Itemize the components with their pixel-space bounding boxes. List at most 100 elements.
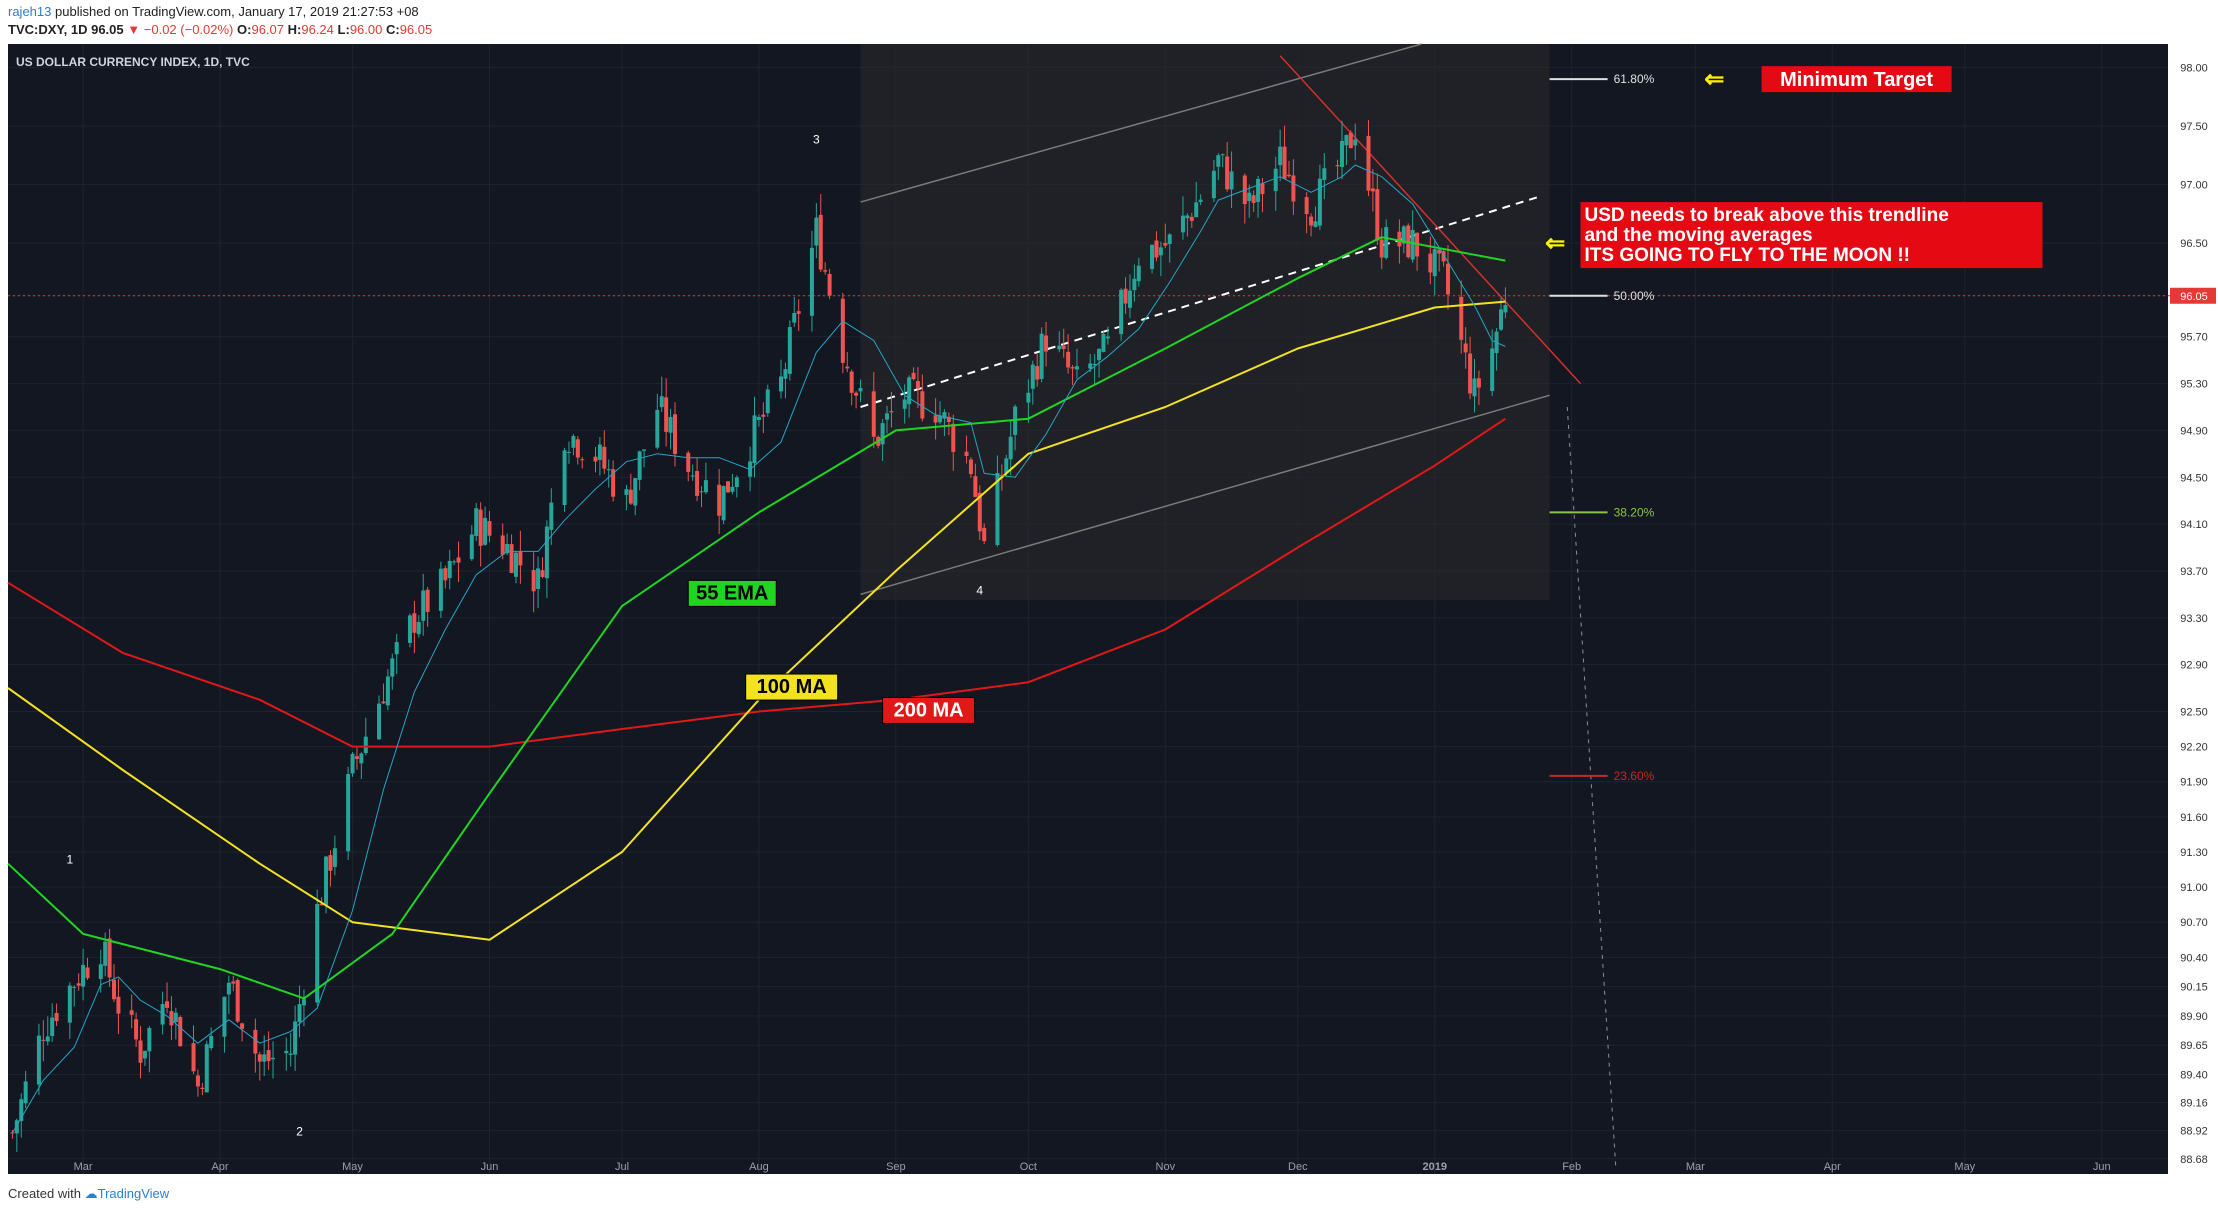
candle-body: [814, 217, 819, 246]
candle-body: [85, 967, 90, 979]
candle-body: [1291, 175, 1296, 202]
candle-body: [938, 415, 943, 423]
candle-body: [103, 941, 108, 966]
candle-body: [1211, 170, 1216, 199]
candle-body: [421, 590, 426, 621]
candle-body: [1163, 242, 1168, 246]
candle-body: [642, 449, 647, 451]
x-tick-label: Jul: [615, 1161, 629, 1173]
candle-body: [849, 371, 854, 393]
note-arrow-icon: ⇐: [1545, 230, 1565, 257]
fib-level-label: 23.60%: [1614, 769, 1655, 783]
candle-body: [566, 451, 571, 453]
candle-body: [1035, 366, 1040, 380]
candle-body: [540, 570, 545, 577]
y-tick-label: 94.10: [2180, 519, 2208, 531]
candle-body: [394, 642, 399, 655]
candle-body: [792, 313, 797, 323]
y-tick-label: 95.70: [2180, 332, 2208, 344]
candle-body: [165, 1001, 170, 1008]
candle-body: [885, 413, 890, 420]
candle-body: [297, 1004, 302, 1022]
x-tick-label: Apr: [1824, 1161, 1841, 1173]
candle-body: [889, 410, 894, 413]
candle-body: [726, 481, 730, 493]
y-tick-label: 98.00: [2180, 62, 2208, 74]
y-tick-label: 93.70: [2180, 566, 2208, 578]
candle-body: [717, 484, 722, 516]
candle-body: [319, 903, 324, 906]
ema-55-label-bg: [687, 579, 777, 607]
y-tick-label: 96.50: [2180, 238, 2208, 250]
candle-body: [783, 369, 788, 379]
candle-body: [1476, 378, 1481, 388]
target-label-bg: [1761, 66, 1952, 93]
y-tick-label: 89.65: [2180, 1040, 2208, 1052]
fib-level-label: 38.20%: [1614, 505, 1655, 519]
ohlc-l-label: L:: [337, 22, 350, 37]
y-tick-label: 94.90: [2180, 425, 2208, 437]
candle-body: [1194, 202, 1199, 218]
candle-body: [509, 544, 514, 574]
ohlc-high: 96.24: [301, 22, 334, 37]
candle-body: [240, 1023, 245, 1029]
candle-body: [1375, 189, 1380, 241]
tradingview-logo-icon: ☁: [84, 1186, 98, 1201]
note-box-bg: [1580, 202, 2043, 269]
candle-body: [730, 486, 735, 492]
candle-body: [407, 615, 412, 643]
candle-body: [686, 452, 691, 472]
candle-body: [1229, 171, 1234, 190]
candle-body: [1247, 192, 1252, 202]
x-tick-label: Dec: [1288, 1161, 1308, 1173]
candle-body: [474, 508, 479, 536]
price-axis[interactable]: [2170, 44, 2218, 1174]
candle-body: [964, 451, 969, 457]
x-tick-label: Feb: [1562, 1161, 1581, 1173]
y-tick-label: 96.05: [2180, 291, 2208, 303]
candle-body: [262, 1054, 267, 1062]
author-link[interactable]: rajeh13: [8, 4, 52, 19]
candle-body: [880, 423, 885, 445]
candle-body: [1127, 290, 1132, 308]
candle-body: [81, 964, 86, 987]
candle-body: [483, 517, 488, 545]
target-label: Minimum Target: [1780, 69, 1933, 91]
price-chart[interactable]: 61.80% 50.00% 38.20% 23.60% 1 2 3 4 55 EMA 100 M…: [0, 42, 2218, 1185]
candle-body: [209, 1035, 214, 1049]
ohlc-close: 96.05: [399, 22, 433, 37]
candle-body: [346, 774, 351, 852]
y-tick-label: 95.30: [2180, 379, 2208, 391]
candle-body: [266, 1050, 271, 1062]
candle-body: [765, 389, 770, 414]
candle-body: [1401, 226, 1406, 244]
candle-body: [761, 414, 766, 417]
ema-55-label: 55 EMA: [696, 582, 768, 604]
candle-body: [1119, 289, 1124, 335]
candle-body: [67, 985, 72, 1023]
candle-body: [871, 391, 876, 437]
candle-body: [703, 480, 708, 493]
candle-body: [690, 475, 695, 477]
candle-body: [1370, 188, 1375, 192]
note-line: and the moving averages: [1585, 225, 1813, 246]
candle-body: [734, 477, 739, 488]
candle-body: [1322, 168, 1327, 180]
candle-body: [142, 1050, 147, 1059]
candle-body: [469, 534, 474, 560]
candle-body: [1428, 253, 1433, 273]
ema-55-line: [7, 236, 1506, 1000]
tradingview-link[interactable]: TradingView: [97, 1186, 170, 1201]
channel-lower-line: [860, 394, 1550, 596]
candle-body: [1446, 263, 1450, 295]
candle-body: [1339, 140, 1344, 167]
candle-body: [447, 560, 452, 579]
candle-body: [350, 753, 355, 774]
candle-body: [779, 376, 784, 392]
price-change: −0.02 (−0.02%): [143, 22, 234, 37]
candle-body: [1097, 348, 1102, 360]
candle-body: [672, 414, 677, 454]
candles: [10, 120, 1508, 1152]
candle-body: [911, 372, 916, 380]
candle-body: [933, 415, 938, 423]
